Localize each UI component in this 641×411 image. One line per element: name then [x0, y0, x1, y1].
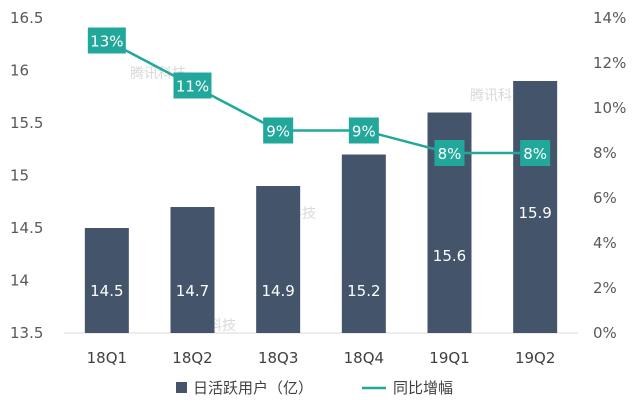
bar-19Q2	[513, 81, 558, 333]
left-axis-tick-label: 13.5	[10, 324, 43, 342]
category-label: 18Q1	[87, 349, 127, 367]
right-axis-tick-label: 6%	[593, 189, 617, 207]
category-labels: 18Q1 18Q2 18Q3 18Q4 19Q1 19Q2	[87, 349, 556, 367]
legend-bar-label: 日活跃用户（亿）	[193, 379, 313, 397]
growth-value-label: 9%	[352, 123, 376, 141]
growth-value-label: 11%	[176, 78, 209, 96]
bars	[84, 81, 558, 333]
left-axis-tick-label: 15	[10, 167, 29, 185]
bar-value-label: 15.6	[433, 247, 466, 265]
legend-line-label: 同比增幅	[393, 379, 453, 397]
category-label: 18Q2	[172, 349, 212, 367]
growth-value-label: 8%	[523, 145, 547, 163]
watermark-text: 腾讯科技	[130, 65, 186, 82]
left-axis: 13.5 14 14.5 15 15.5 16 16.5	[10, 9, 43, 342]
bar-value-label: 14.7	[176, 282, 209, 300]
category-label: 18Q4	[344, 349, 384, 367]
category-label: 18Q3	[258, 349, 298, 367]
left-axis-tick-label: 14	[10, 272, 29, 290]
left-axis-tick-label: 14.5	[10, 219, 43, 237]
bar-18Q4	[341, 154, 386, 333]
category-label: 19Q1	[429, 349, 469, 367]
growth-labels: 13% 11% 9% 9% 8% 8%	[87, 27, 551, 166]
right-axis: 0% 2% 4% 6% 8% 10% 12% 14%	[593, 9, 626, 342]
bar-18Q1	[84, 228, 129, 333]
right-axis-tick-label: 14%	[593, 9, 626, 27]
growth-value-label: 9%	[266, 123, 290, 141]
bar-18Q3	[256, 186, 301, 333]
bar-18Q2	[170, 207, 215, 333]
bar-value-label: 14.5	[90, 282, 123, 300]
right-axis-tick-label: 2%	[593, 279, 617, 297]
category-label: 19Q2	[515, 349, 555, 367]
legend-bar-swatch	[176, 382, 187, 393]
bar-value-label: 15.9	[518, 204, 551, 222]
growth-label-box	[348, 117, 379, 144]
right-axis-tick-label: 8%	[593, 144, 617, 162]
bar-value-label: 15.2	[347, 282, 380, 300]
right-axis-tick-label: 12%	[593, 54, 626, 72]
left-axis-tick-label: 16	[10, 62, 29, 80]
growth-value-label: 13%	[90, 33, 123, 51]
right-axis-tick-label: 0%	[593, 324, 617, 342]
left-axis-tick-label: 16.5	[10, 9, 43, 27]
growth-label-box	[263, 117, 294, 144]
right-axis-tick-label: 10%	[593, 99, 626, 117]
growth-label-box	[173, 72, 212, 99]
right-axis-tick-label: 4%	[593, 234, 617, 252]
watermark-text: 腾讯科技	[470, 87, 526, 104]
growth-value-label: 8%	[438, 145, 462, 163]
bar-labels: 14.5 14.7 14.9 15.2 15.6 15.9	[90, 204, 552, 300]
growth-label-box	[520, 140, 551, 166]
growth-label-box	[87, 27, 126, 54]
left-axis-tick-label: 15.5	[10, 114, 43, 132]
legend: 日活跃用户（亿） 同比增幅	[176, 379, 453, 397]
bar-value-label: 14.9	[261, 282, 294, 300]
growth-label-box	[434, 140, 465, 166]
